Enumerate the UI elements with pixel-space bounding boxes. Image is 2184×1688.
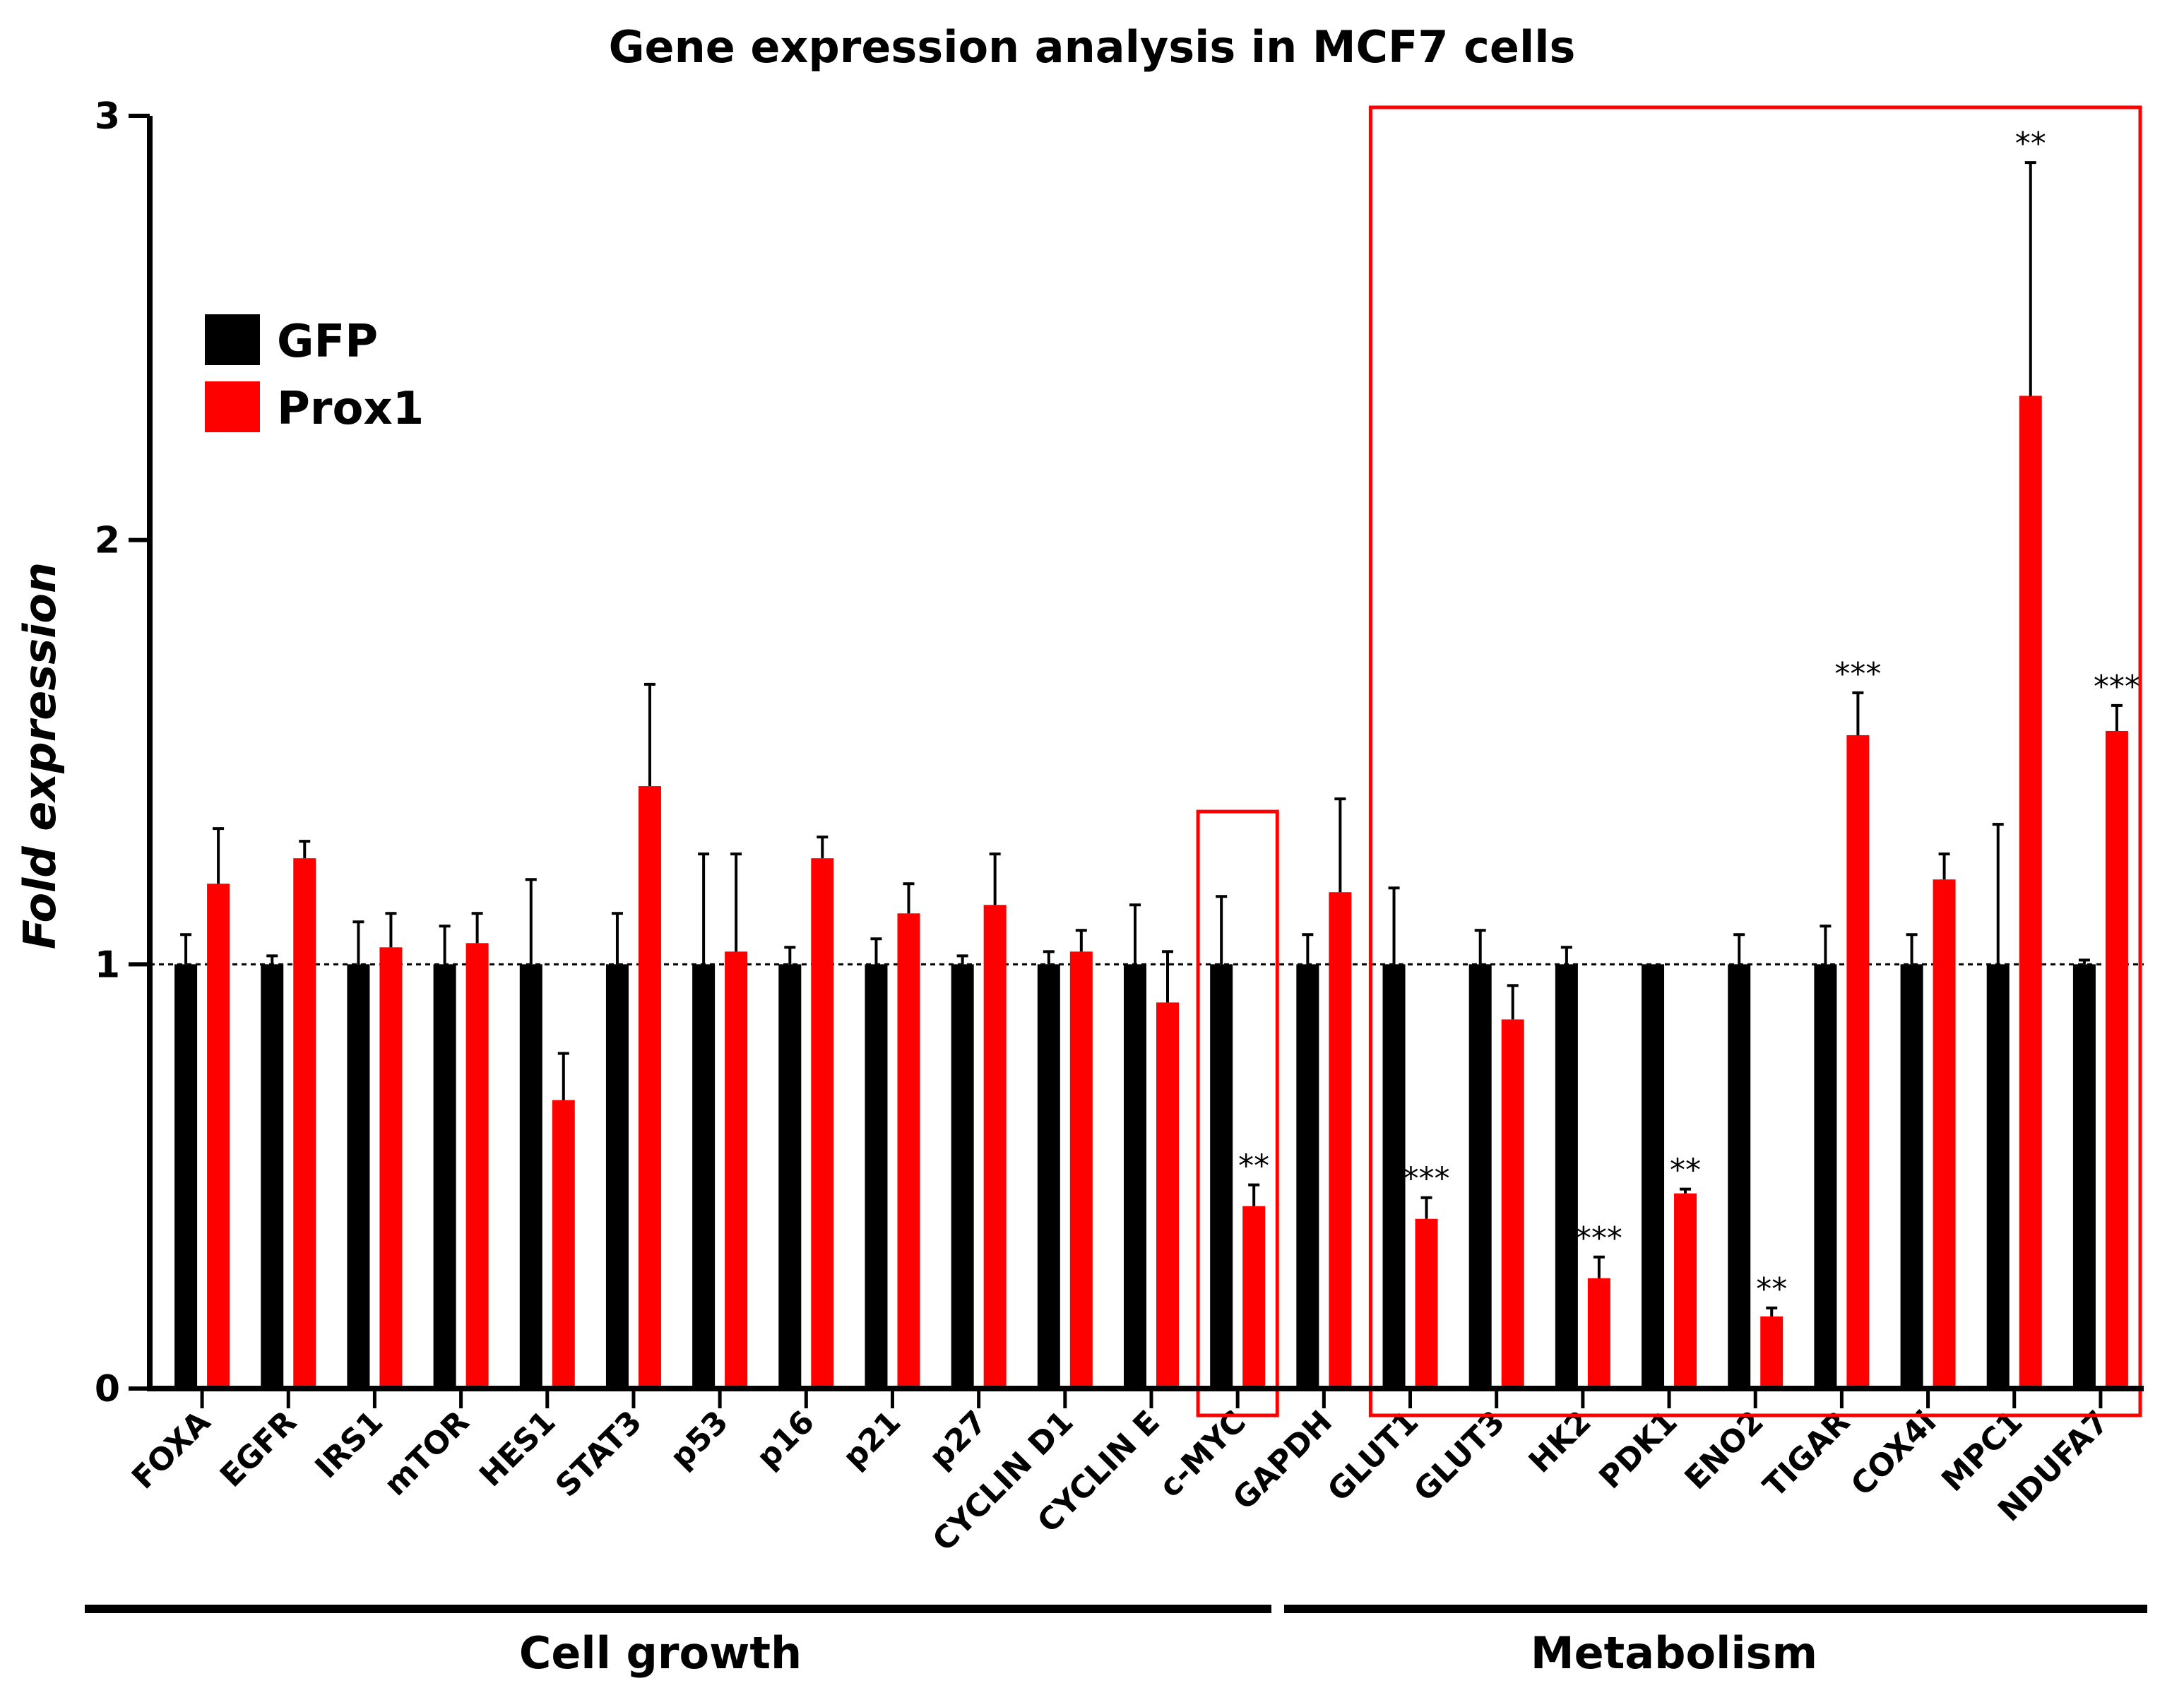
bar-gfp-cox4i <box>1900 964 1923 1389</box>
bar-prox1-ndufa7 <box>2105 730 2128 1389</box>
bar-prox1-cyclin-d1 <box>1069 951 1093 1389</box>
x-tick-label-p21: p21 <box>836 1404 908 1476</box>
bar-gfp-ndufa7 <box>2072 964 2096 1389</box>
x-tick-label-egfr: EGFR <box>213 1404 304 1494</box>
bar-gfp-stat3 <box>605 964 629 1389</box>
y-tick-label-1: 1 <box>95 944 120 986</box>
bar-prox1-stat3 <box>638 786 661 1389</box>
group-brackets: Cell growth Metabolism <box>85 1605 2147 1679</box>
bar-prox1-egfr <box>293 858 316 1389</box>
significance-eno2: ** <box>1756 1271 1787 1307</box>
bar-prox1-mpc1 <box>2019 396 2042 1389</box>
group-label-metabolism: Metabolism <box>1531 1627 1817 1679</box>
bar-gfp-hk2 <box>1555 964 1578 1389</box>
bar-gfp-irs1 <box>347 964 370 1389</box>
bar-prox1-eno2 <box>1760 1316 1784 1389</box>
bar-gfp-p27 <box>951 964 974 1389</box>
bar-gfp-p53 <box>692 964 716 1389</box>
legend-label-gfp: GFP <box>277 316 378 368</box>
significance-hk2: *** <box>1576 1220 1622 1256</box>
y-tick-label-0: 0 <box>95 1368 120 1410</box>
y-tick-label-3: 3 <box>95 95 120 138</box>
legend-label-prox1: Prox1 <box>277 383 424 435</box>
bar-prox1-mtor <box>465 943 489 1389</box>
x-tick-label-hes1: HES1 <box>473 1404 562 1494</box>
significance-tigar: *** <box>1834 656 1881 692</box>
bar-gfp-gapdh <box>1296 964 1319 1389</box>
bar-prox1-p53 <box>725 951 748 1389</box>
bar-prox1-glut1 <box>1415 1218 1438 1389</box>
bar-gfp-foxa <box>174 964 198 1389</box>
significance-ndufa7: *** <box>2094 669 2140 705</box>
bar-prox1-hes1 <box>552 1100 575 1389</box>
bar-prox1-p16 <box>811 858 834 1389</box>
bar-gfp-eno2 <box>1728 964 1751 1389</box>
bar-prox1-gapdh <box>1329 892 1352 1389</box>
x-tick-label-pdk1: PDK1 <box>1592 1404 1684 1496</box>
bar-gfp-c-myc <box>1210 964 1233 1389</box>
legend-swatch-prox1 <box>205 381 260 432</box>
bar-prox1-c-myc <box>1242 1206 1266 1389</box>
bar-prox1-cyclin-e <box>1156 1002 1179 1389</box>
x-tick-label-irs1: IRS1 <box>309 1404 391 1486</box>
y-tick-label-2: 2 <box>95 520 120 562</box>
significance-mpc1: ** <box>2015 126 2046 162</box>
bar-prox1-glut3 <box>1501 1019 1524 1389</box>
significance-pdk1: ** <box>1670 1153 1701 1189</box>
bar-gfp-pdk1 <box>1642 964 1665 1389</box>
bar-prox1-hk2 <box>1587 1278 1610 1389</box>
x-tick-label-tigar: TIGAR <box>1757 1404 1857 1504</box>
bar-gfp-egfr <box>261 964 284 1389</box>
legend: GFP Prox1 <box>205 314 424 435</box>
bar-prox1-p21 <box>897 913 920 1389</box>
x-tick-label-cox4i: COX4i <box>1844 1404 1944 1504</box>
x-tick-label-mtor: mTOR <box>377 1404 476 1503</box>
bar-gfp-cyclin-d1 <box>1037 964 1060 1389</box>
bar-gfp-mtor <box>433 964 456 1389</box>
significance-glut1: *** <box>1403 1161 1450 1197</box>
x-tick-label-glut1: GLUT1 <box>1321 1404 1425 1509</box>
bar-gfp-cyclin-e <box>1124 964 1146 1389</box>
bar-gfp-glut1 <box>1382 964 1406 1389</box>
x-tick-label-glut3: GLUT3 <box>1407 1404 1512 1509</box>
x-tick-label-stat3: STAT3 <box>549 1404 649 1504</box>
bar-gfp-mpc1 <box>1986 964 2010 1389</box>
x-tick-label-p27: p27 <box>922 1404 995 1476</box>
bar-prox1-foxa <box>207 884 230 1389</box>
significance-c-myc: ** <box>1238 1148 1269 1184</box>
bar-gfp-tigar <box>1814 964 1837 1389</box>
legend-swatch-gfp <box>205 314 260 365</box>
bar-prox1-cox4i <box>1933 879 1956 1389</box>
y-axis-label: Fold expression <box>14 562 66 949</box>
group-label-cell-growth: Cell growth <box>519 1627 802 1679</box>
x-tick-label-eno2: ENO2 <box>1678 1404 1771 1497</box>
bar-prox1-tigar <box>1846 735 1870 1389</box>
bar-gfp-p21 <box>865 964 888 1389</box>
bar-gfp-p16 <box>778 964 802 1389</box>
bar-prox1-pdk1 <box>1674 1193 1697 1389</box>
bar-prox1-irs1 <box>379 947 403 1389</box>
chart-title: Gene expression analysis in MCF7 cells <box>609 21 1576 73</box>
x-tick-label-foxa: FOXA <box>125 1404 218 1497</box>
bar-prox1-p27 <box>983 905 1007 1389</box>
bar-gfp-hes1 <box>519 964 542 1389</box>
x-tick-label-p53: p53 <box>663 1404 735 1476</box>
x-tick-label-p16: p16 <box>749 1404 821 1476</box>
bar-gfp-glut3 <box>1468 964 1492 1389</box>
highlight-box-c-myc <box>1196 809 1279 1417</box>
highlight-box-glut1-to-ndufa7 <box>1368 105 2142 1417</box>
